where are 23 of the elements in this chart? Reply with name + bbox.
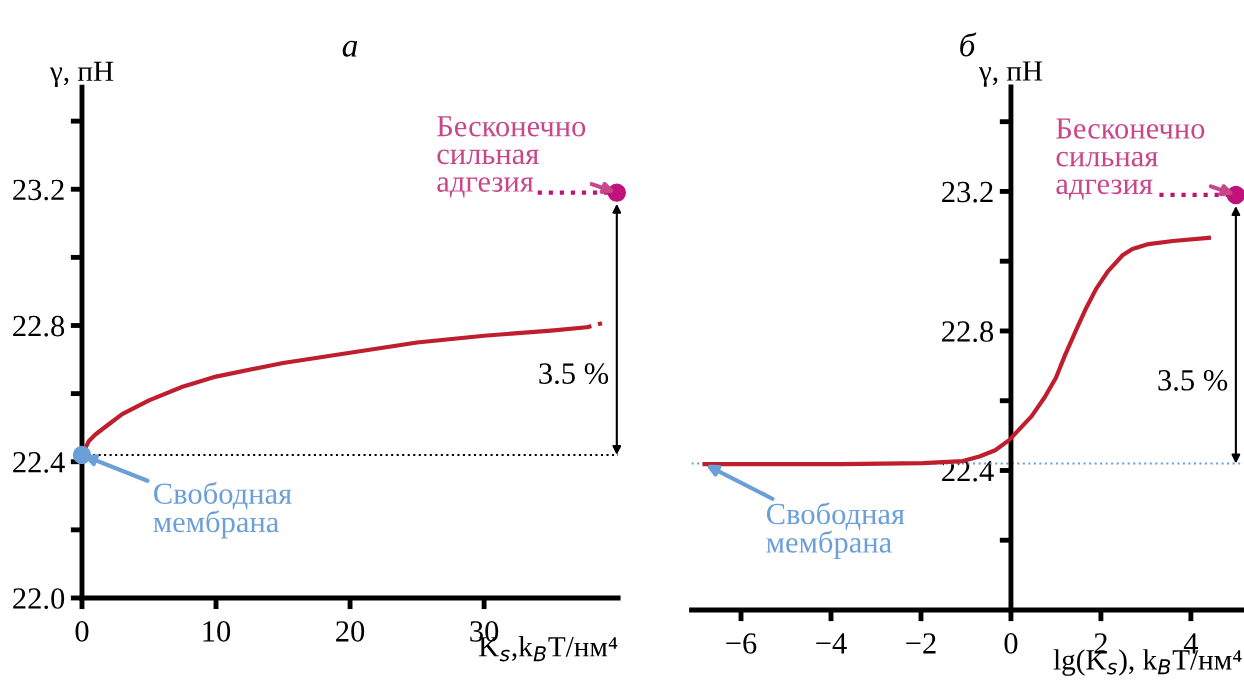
y-tick-label: 22.8: [13, 315, 65, 337]
x-tick-label: 0: [1004, 633, 1018, 654]
x-tick-label: 0: [75, 621, 89, 642]
x-tick-label: −4: [816, 633, 847, 654]
y-tick-label: 23.2: [942, 181, 993, 203]
annotation: Свободная мембрана: [153, 481, 292, 539]
x-tick-label: 20: [336, 621, 365, 642]
y-tick-label: 22.0: [13, 588, 65, 609]
annotation: 3.5 %: [1158, 369, 1228, 391]
chart-title: б: [960, 32, 977, 57]
annotation: Бесконечно сильная адгезия: [1056, 118, 1205, 200]
y-tick-label: 22.4: [13, 452, 65, 473]
annotation: 3.5 %: [539, 363, 609, 385]
x-tick-label: 10: [203, 621, 231, 642]
annotation: Свободная мембрана: [766, 502, 905, 559]
annotation: Бесконечно сильная адгезия: [437, 116, 586, 198]
y-axis-title: γ, пН: [978, 61, 1043, 87]
y-axis-title: γ, пН: [49, 61, 114, 88]
x-tick-label: −6: [726, 633, 757, 654]
x-tick-label: −2: [906, 633, 936, 654]
y-tick-label: 23.2: [13, 179, 64, 201]
chart-title: а: [342, 40, 358, 57]
y-tick-label: 22.8: [942, 321, 994, 342]
